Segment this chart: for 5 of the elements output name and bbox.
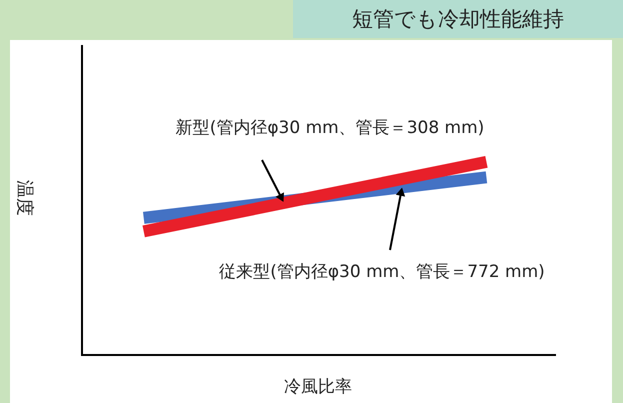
text: 従来型(管内径φ30 mm、管長＝772 mm) (219, 262, 545, 282)
y-axis-title: 温度 (14, 180, 35, 216)
chart-title: 短管でも冷却性能維持 (352, 7, 564, 31)
x-axis-title: 冷風比率 (284, 377, 352, 397)
series-label: 新型(管内径φ30 mm、管長＝308 mm) (176, 118, 484, 138)
